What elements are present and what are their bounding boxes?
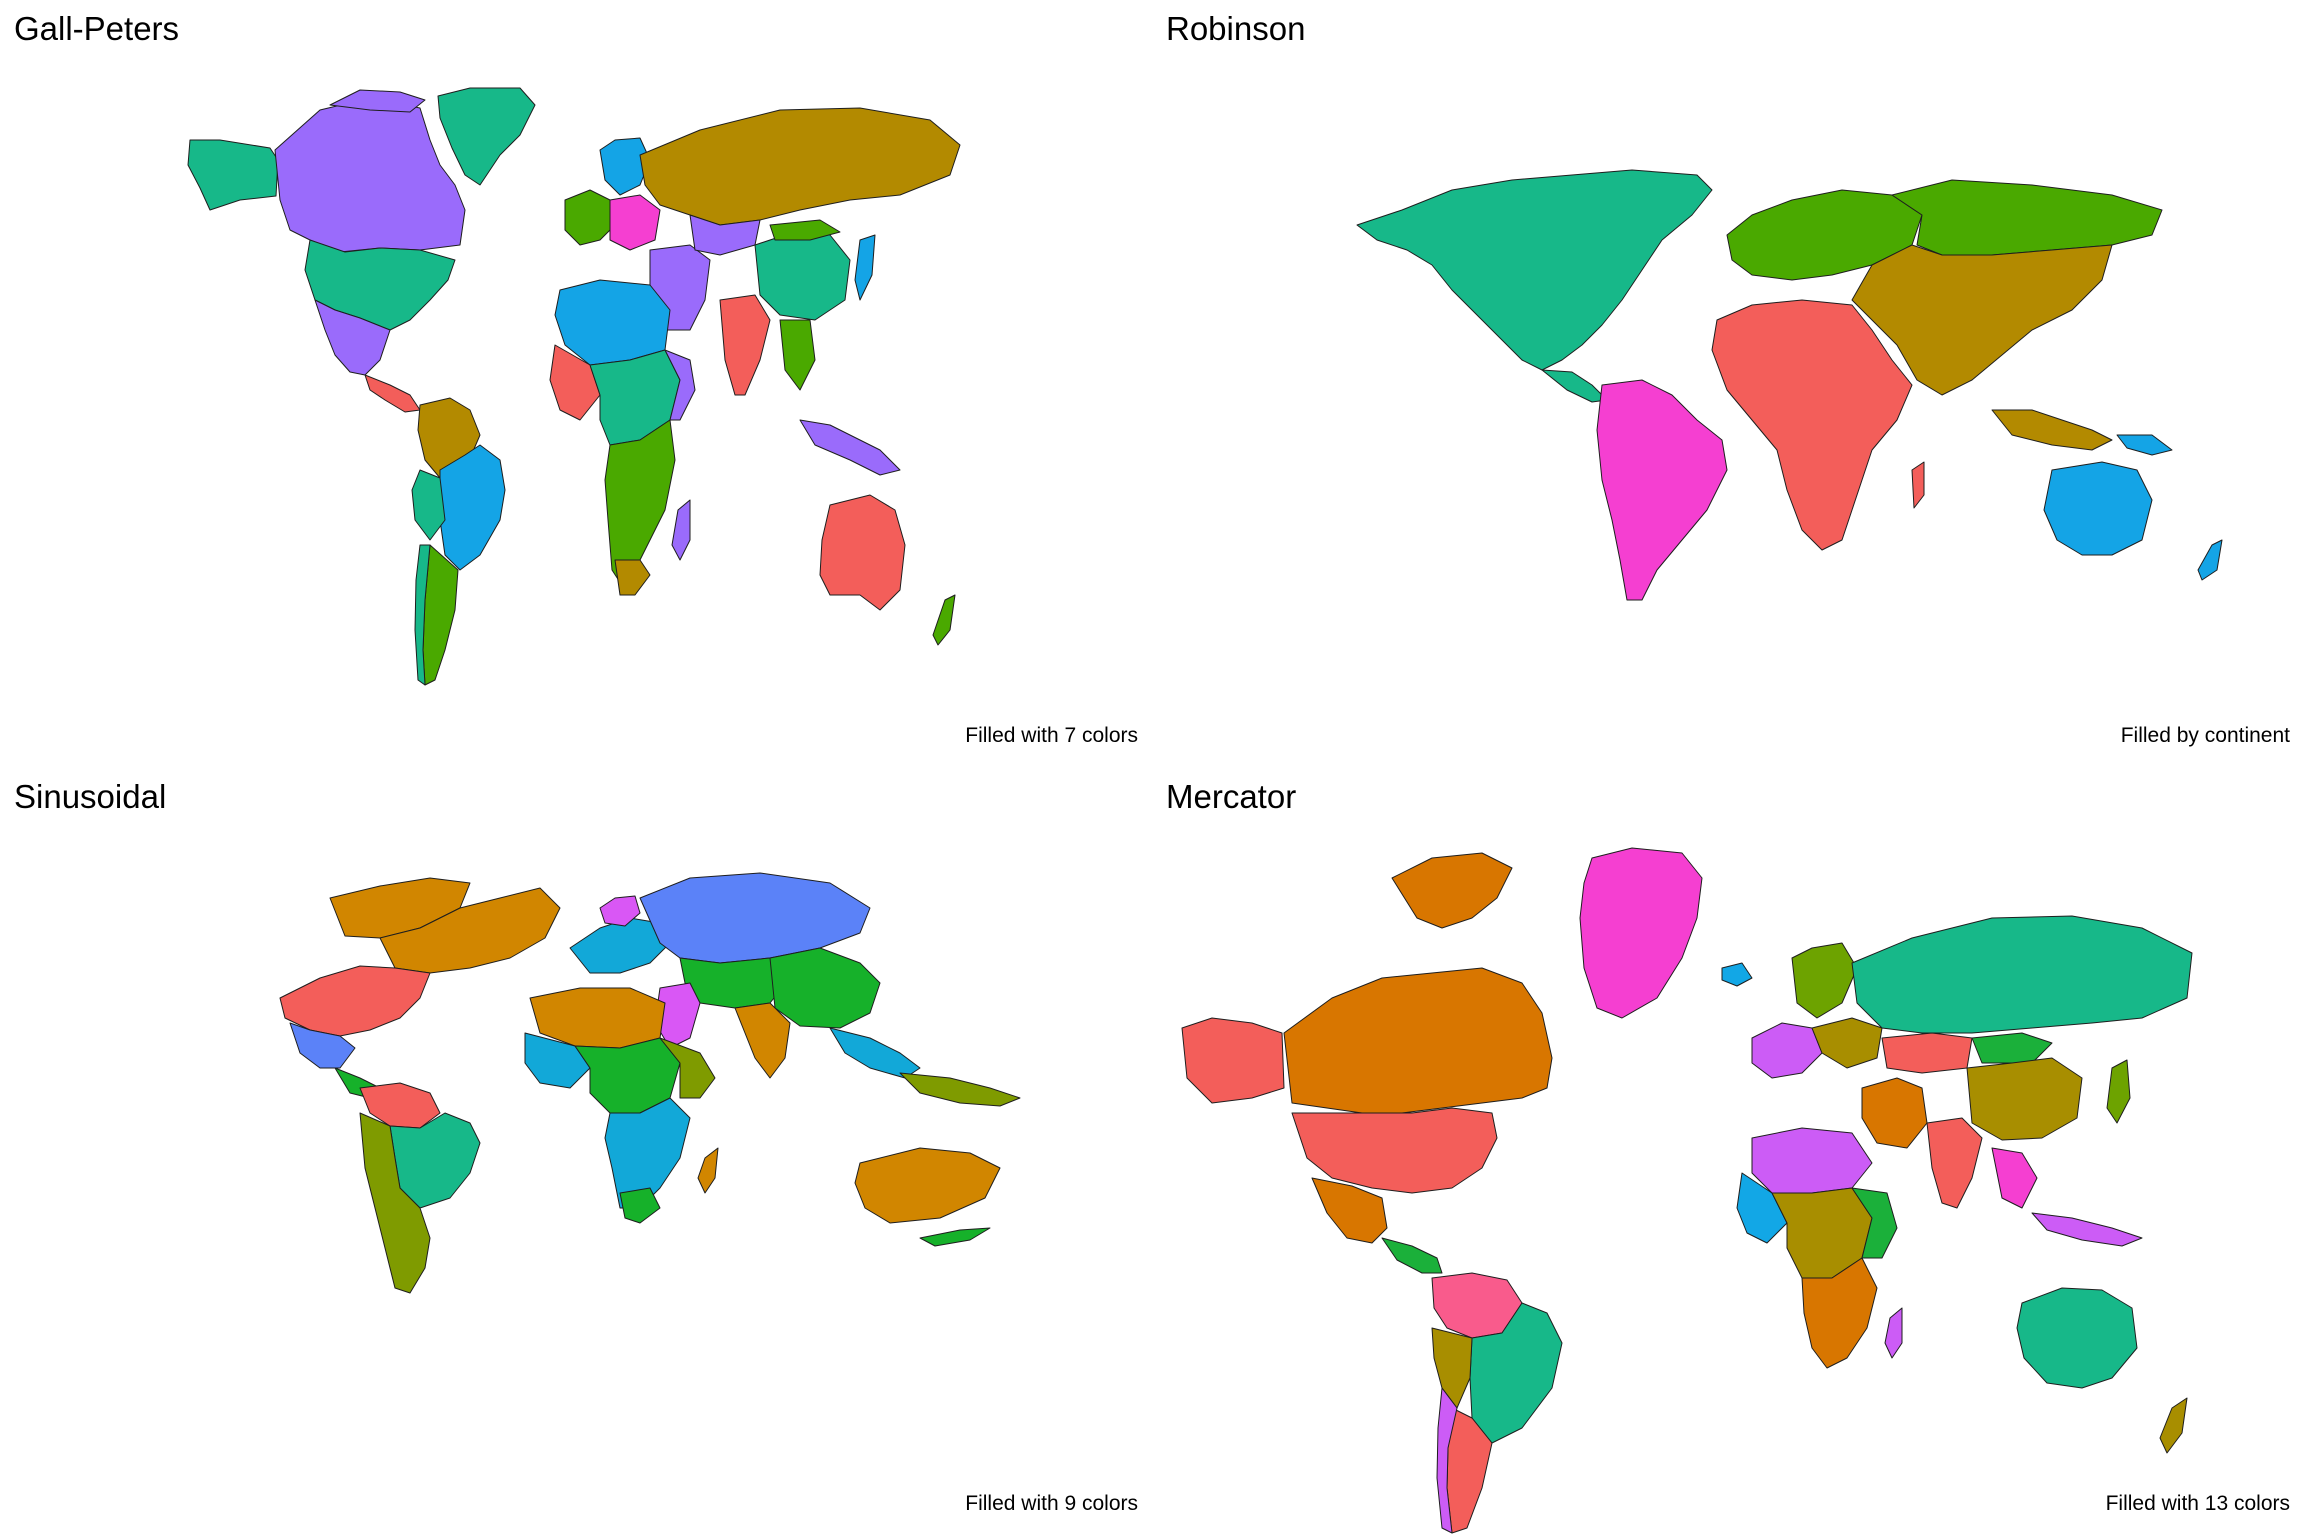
gp-southeast-asia xyxy=(779,319,816,391)
mc-chile xyxy=(1436,1387,1458,1534)
mc-brazil xyxy=(1469,1302,1563,1444)
rb-central-america xyxy=(1541,369,1608,403)
sn-south-america-north xyxy=(359,1082,441,1129)
mc-madagascar xyxy=(1884,1307,1903,1359)
mc-russia xyxy=(1851,915,2193,1034)
rb-africa xyxy=(1711,299,1913,551)
rb-russia xyxy=(1891,179,2163,256)
rb-australia xyxy=(2043,461,2153,556)
mc-europe-west xyxy=(1751,1022,1823,1079)
gp-new-zealand xyxy=(932,594,956,646)
gp-madagascar xyxy=(671,499,691,561)
gp-peru xyxy=(411,469,446,541)
gp-europe-west xyxy=(564,189,616,246)
sn-china xyxy=(769,947,881,1029)
panel-title: Gall-Peters xyxy=(14,10,180,47)
panel-caption: Filled with 9 colors xyxy=(965,1492,1138,1515)
mc-india xyxy=(1926,1117,1983,1209)
sn-russia xyxy=(639,872,871,964)
mc-australia xyxy=(2016,1287,2138,1389)
panel-caption: Filled with 7 colors xyxy=(965,724,1138,747)
mc-kazakhstan xyxy=(1881,1032,1973,1074)
mc-canada xyxy=(1283,967,1553,1114)
mercator-map xyxy=(1181,847,2193,1534)
gp-japan xyxy=(854,234,876,301)
mc-middle-east xyxy=(1861,1077,1928,1149)
mc-peru-bolivia xyxy=(1431,1327,1473,1409)
sn-new-zealand xyxy=(919,1227,991,1247)
sn-indonesia xyxy=(899,1072,1021,1107)
mc-alaska xyxy=(1181,1017,1285,1104)
mc-china xyxy=(1966,1057,2083,1141)
rb-asia xyxy=(1851,244,2113,396)
sn-southeast-asia xyxy=(829,1027,921,1079)
rb-new-guinea xyxy=(2116,434,2173,456)
gp-brazil xyxy=(439,444,506,571)
sinusoidal-map xyxy=(279,872,1021,1294)
robinson-map xyxy=(1356,169,2223,601)
gp-greenland xyxy=(437,87,536,186)
mc-mexico xyxy=(1311,1177,1388,1244)
gp-chile xyxy=(414,544,431,686)
gp-mexico xyxy=(314,299,391,376)
panel-caption: Filled with 13 colors xyxy=(2105,1492,2290,1515)
panel-title: Mercator xyxy=(1166,778,1297,815)
gp-south-africa xyxy=(614,559,651,596)
rb-new-zealand xyxy=(2197,539,2223,581)
mc-japan xyxy=(2106,1059,2131,1124)
mc-new-zealand xyxy=(2159,1397,2188,1454)
mc-greenland xyxy=(1579,847,1703,1019)
sn-australia xyxy=(854,1147,1001,1224)
gp-china xyxy=(754,229,851,321)
gp-africa-east xyxy=(664,349,696,421)
gp-australia xyxy=(819,494,906,611)
rb-indonesia xyxy=(1991,409,2113,451)
mc-indonesia xyxy=(2031,1212,2143,1247)
gp-canada xyxy=(274,97,466,253)
rb-madagascar xyxy=(1911,461,1925,509)
mc-africa-north xyxy=(1751,1127,1873,1194)
panel-title: Robinson xyxy=(1166,10,1306,47)
sn-india xyxy=(734,1002,791,1079)
sn-africa-east xyxy=(659,1037,716,1099)
mc-scandinavia xyxy=(1791,942,1858,1019)
sn-mexico xyxy=(289,1022,356,1069)
mc-iceland xyxy=(1721,962,1753,987)
mc-africa-south xyxy=(1801,1257,1878,1369)
gp-africa-north xyxy=(554,279,671,366)
mc-central-america xyxy=(1381,1237,1443,1274)
panel-caption: Filled by continent xyxy=(2120,724,2290,747)
gp-mongolia xyxy=(769,219,841,241)
sn-andes xyxy=(359,1112,431,1294)
sn-usa xyxy=(279,965,431,1037)
sn-scandinavia xyxy=(599,895,641,927)
panel-gall-peters: Gall-Peters Filled with 7 colors xyxy=(0,0,1152,768)
gp-europe-east xyxy=(609,194,661,251)
mc-mongolia xyxy=(1971,1032,2053,1064)
gp-india xyxy=(719,294,771,396)
mc-europe-east xyxy=(1811,1017,1883,1069)
gp-indonesia xyxy=(799,419,901,476)
rb-north-america xyxy=(1356,169,1713,371)
mc-africa-east xyxy=(1851,1187,1898,1259)
mc-canada-north xyxy=(1391,852,1513,929)
gp-central-america xyxy=(364,374,421,413)
gp-russia xyxy=(639,107,961,226)
panel-sinusoidal: Sinusoidal Filled with 9 colors xyxy=(0,768,1152,1536)
panel-title: Sinusoidal xyxy=(14,778,167,815)
panel-robinson: Robinson Filled by continent xyxy=(1152,0,2304,768)
sn-south-africa xyxy=(619,1187,661,1224)
mc-southeast-asia xyxy=(1991,1147,2038,1209)
mc-usa xyxy=(1291,1107,1498,1194)
gall-peters-map xyxy=(187,87,961,686)
gp-canada-islands xyxy=(329,89,426,113)
sn-africa-south xyxy=(604,1097,691,1209)
sn-madagascar xyxy=(697,1147,719,1194)
sn-africa-north xyxy=(529,987,666,1049)
rb-south-america xyxy=(1596,379,1728,601)
panel-mercator: Mercator Filled with 13 colors xyxy=(1152,768,2304,1536)
gp-alaska xyxy=(187,139,279,211)
